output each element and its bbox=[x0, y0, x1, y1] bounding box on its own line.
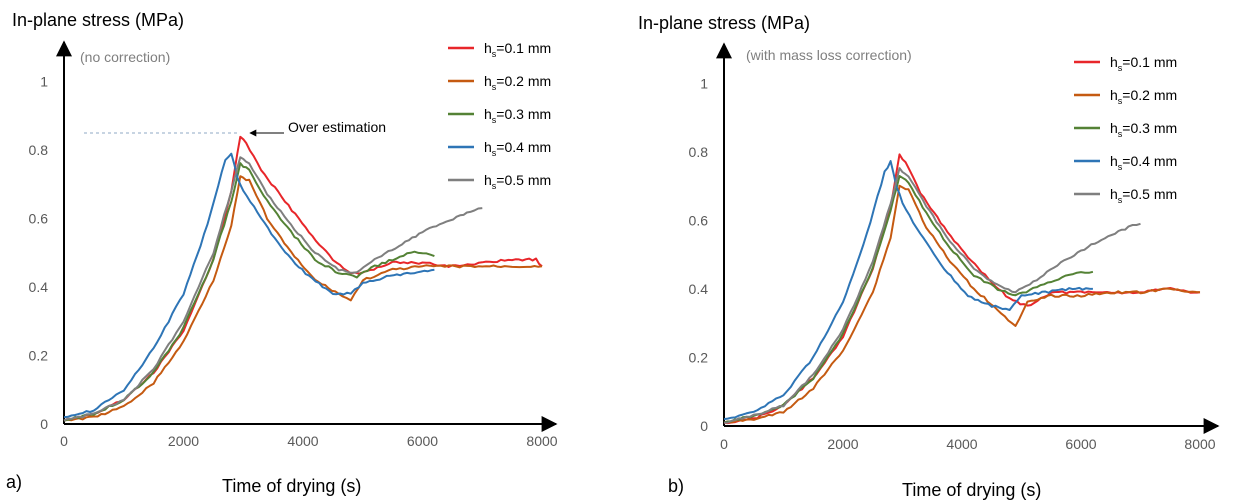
x-tick-label: 6000 bbox=[1065, 436, 1096, 452]
legend: hs=0.1 mm hs=0.2 mm hs=0.3 mm hs=0.4 mm hs=0… bbox=[1074, 54, 1177, 205]
y-tick-label: 1 bbox=[40, 73, 48, 89]
x-tick-label: 8000 bbox=[526, 433, 557, 449]
x-tick-label: 2000 bbox=[827, 436, 858, 452]
x-tick-labels: 0 2000 4000 6000 8000 bbox=[60, 433, 558, 449]
series-line-h-s-0-5-mm bbox=[724, 167, 1141, 424]
x-axis-title: Time of drying (s) bbox=[222, 476, 361, 496]
legend-label: hs=0.2 mm bbox=[484, 73, 551, 92]
series-line-h-s-0-4-mm bbox=[723, 160, 1093, 421]
panel-note: (no correction) bbox=[80, 49, 170, 65]
y-tick-label: 0.2 bbox=[29, 347, 49, 363]
legend-label: hs=0.3 mm bbox=[484, 106, 551, 125]
legend-label: hs=0.5 mm bbox=[484, 172, 551, 191]
y-tick-label: 1 bbox=[700, 75, 708, 91]
x-tick-label: 4000 bbox=[287, 433, 318, 449]
x-axis-title: Time of drying (s) bbox=[902, 480, 1041, 500]
y-tick-label: 0.4 bbox=[689, 281, 709, 297]
legend: hs=0.1 mm hs=0.2 mm hs=0.3 mm hs=0.4 mm hs=0… bbox=[448, 40, 551, 191]
panel-letter: a) bbox=[6, 472, 22, 492]
y-tick-label: 0.6 bbox=[29, 210, 49, 226]
y-tick-label: 0.6 bbox=[689, 212, 709, 228]
x-tick-labels: 0 2000 4000 6000 8000 bbox=[720, 436, 1216, 452]
y-tick-label: 0 bbox=[700, 418, 708, 434]
annotation-over-estimation: Over estimation bbox=[288, 119, 386, 135]
chart-panel-a: In-plane stress (MPa) (no correction) 00… bbox=[6, 10, 558, 496]
y-axis-title: In-plane stress (MPa) bbox=[638, 13, 810, 33]
y-tick-labels: 0 0.2 0.4 0.6 0.8 1 bbox=[689, 75, 709, 434]
y-tick-label: 0 bbox=[40, 416, 48, 432]
series-line-h-s-0-2-mm bbox=[723, 184, 1201, 424]
legend-label: hs=0.4 mm bbox=[1110, 153, 1177, 172]
y-tick-label: 0.4 bbox=[29, 279, 49, 295]
legend-label: hs=0.4 mm bbox=[484, 139, 551, 158]
y-tick-label: 0.8 bbox=[689, 144, 709, 160]
x-tick-label: 8000 bbox=[1184, 436, 1215, 452]
series-lines bbox=[723, 153, 1201, 425]
series-line-h-s-0-5-mm bbox=[63, 156, 483, 422]
chart-panel-b: In-plane stress (MPa) (with mass loss co… bbox=[638, 13, 1220, 500]
x-tick-label: 2000 bbox=[168, 433, 199, 449]
legend-label: hs=0.1 mm bbox=[1110, 54, 1177, 73]
legend-label: hs=0.1 mm bbox=[484, 40, 551, 59]
y-tick-label: 0.8 bbox=[29, 142, 49, 158]
x-tick-label: 0 bbox=[720, 436, 728, 452]
y-tick-label: 0.2 bbox=[689, 349, 709, 365]
y-tick-labels: 0 0.2 0.4 0.6 0.8 1 bbox=[29, 73, 49, 432]
panel-note: (with mass loss correction) bbox=[746, 47, 912, 63]
x-tick-label: 0 bbox=[60, 433, 68, 449]
series-line-h-s-0-4-mm bbox=[63, 152, 435, 419]
x-tick-label: 4000 bbox=[946, 436, 977, 452]
series-lines bbox=[63, 135, 543, 422]
series-line-h-s-0-2-mm bbox=[63, 175, 543, 422]
panel-letter: b) bbox=[668, 476, 684, 496]
legend-label: hs=0.5 mm bbox=[1110, 186, 1177, 205]
y-axis-title: In-plane stress (MPa) bbox=[12, 10, 184, 30]
legend-label: hs=0.2 mm bbox=[1110, 87, 1177, 106]
legend-label: hs=0.3 mm bbox=[1110, 120, 1177, 139]
x-tick-label: 6000 bbox=[407, 433, 438, 449]
